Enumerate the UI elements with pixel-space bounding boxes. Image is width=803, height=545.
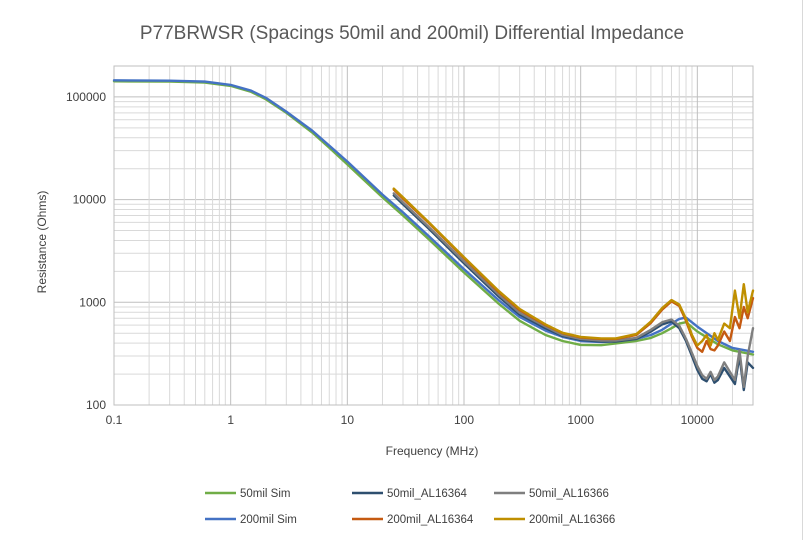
series-lines [112, 79, 755, 392]
x-tick-label: 1 [227, 413, 234, 427]
plot-border [113, 65, 754, 406]
series-line-50mil-al16366 [392, 192, 755, 389]
y-tick-label: 1000 [79, 295, 106, 309]
series-line-200mil-al16366 [392, 187, 755, 347]
tick-labels: 0.1 1 10 100 1000 10000 100 1000 10000 100000 [66, 90, 714, 427]
x-tick-label: 1000 [567, 413, 594, 427]
legend-label-50mil-sim: 50mil Sim [240, 488, 290, 500]
x-tick-label: 100 [454, 413, 474, 427]
legend-label-200mil-al16364: 200mil_AL16364 [387, 514, 474, 526]
series-line-50mil-al16364 [392, 194, 755, 392]
y-axis-label: Resistance (Ohms) [35, 191, 49, 294]
legend-label-50mil-al16366: 50mil_AL16366 [529, 488, 609, 500]
grid-lines [113, 65, 754, 406]
series-line-200mil-sim [112, 79, 755, 353]
legend-label-200mil-al16366: 200mil_AL16366 [529, 514, 615, 526]
y-tick-label: 100000 [66, 90, 106, 104]
y-tick-label: 100 [86, 398, 106, 412]
legend-label-50mil-al16364: 50mil_AL16364 [387, 488, 468, 500]
legend: 50mil Sim 50mil_AL16364 50mil_AL16366 200mi… [205, 488, 615, 526]
x-tick-label: 10000 [681, 413, 715, 427]
chart-title: P77BRWSR (Spacings 50mil and 200mil) Dif… [140, 23, 684, 44]
y-tick-label: 10000 [73, 193, 107, 207]
x-tick-label: 10 [341, 413, 355, 427]
x-tick-label: 0.1 [106, 413, 123, 427]
x-axis-label: Frequency (MHz) [386, 444, 479, 458]
legend-label-200mil-sim: 200mil Sim [240, 514, 297, 526]
